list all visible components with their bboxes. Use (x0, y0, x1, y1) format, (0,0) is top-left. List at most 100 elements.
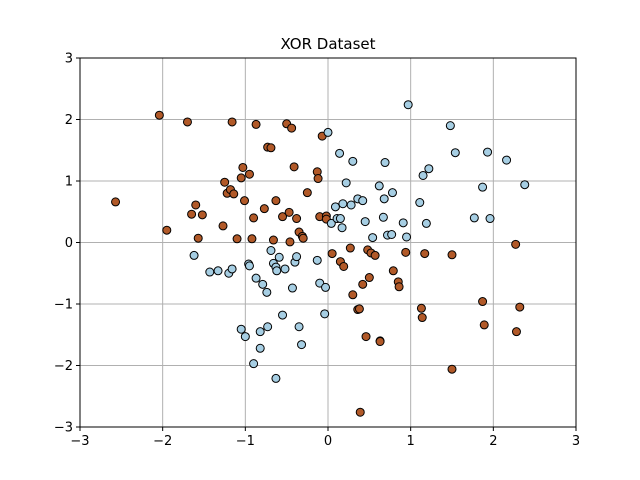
point-blue-class (358, 196, 368, 206)
point-blue-class (320, 309, 330, 319)
point-brown-class (240, 196, 250, 206)
point-blue-class (335, 148, 345, 158)
point-brown-class (420, 249, 430, 259)
point-blue-class (249, 359, 259, 369)
point-brown-class (394, 282, 404, 292)
point-blue-class (360, 217, 370, 227)
x-tick-label: −2 (153, 434, 172, 449)
chart-title: XOR Dataset (280, 35, 375, 53)
point-blue-class (380, 158, 390, 168)
point-blue-class (213, 266, 223, 276)
point-brown-class (447, 364, 457, 374)
y-tick-label: −1 (54, 298, 73, 313)
point-blue-class (294, 322, 304, 332)
point-blue-class (478, 182, 488, 192)
point-blue-class (205, 267, 215, 277)
point-brown-class (227, 117, 237, 127)
x-tick-label: 1 (407, 434, 415, 449)
point-brown-class (220, 177, 230, 187)
point-brown-class (361, 332, 371, 342)
x-tick-label: −3 (70, 434, 89, 449)
point-blue-class (445, 121, 455, 131)
point-brown-class (182, 117, 192, 127)
point-brown-class (298, 233, 308, 243)
point-brown-class (271, 196, 281, 206)
point-blue-class (274, 252, 284, 262)
point-brown-class (268, 235, 278, 245)
point-blue-class (483, 147, 493, 157)
point-brown-class (348, 290, 358, 300)
point-brown-class (447, 250, 457, 260)
point-brown-class (218, 221, 228, 231)
point-blue-class (263, 322, 273, 332)
point-blue-class (348, 156, 358, 166)
point-blue-class (424, 164, 434, 174)
point-blue-class (402, 232, 412, 242)
point-brown-class (416, 303, 426, 313)
point-brown-class (162, 225, 172, 235)
point-blue-class (251, 273, 261, 283)
point-brown-class (354, 304, 364, 314)
y-tick-label: 0 (65, 236, 73, 251)
point-brown-class (327, 249, 337, 259)
point-blue-class (255, 343, 265, 353)
point-blue-class (326, 218, 336, 228)
point-brown-class (111, 197, 121, 207)
point-brown-class (345, 243, 355, 253)
point-blue-class (262, 287, 272, 297)
point-blue-class (244, 261, 254, 271)
point-blue-class (368, 233, 378, 243)
point-blue-class (374, 181, 384, 191)
point-blue-class (189, 250, 199, 260)
point-blue-class (287, 283, 297, 293)
point-brown-class (187, 209, 197, 219)
point-blue-class (403, 100, 413, 110)
point-brown-class (313, 174, 323, 184)
point-brown-class (236, 173, 246, 183)
point-brown-class (249, 213, 259, 223)
point-blue-class (418, 170, 428, 180)
point-brown-class (244, 169, 254, 179)
point-brown-class (238, 162, 248, 172)
point-brown-class (193, 233, 203, 243)
point-blue-class (450, 148, 460, 158)
y-tick-label: −3 (54, 421, 73, 436)
point-brown-class (154, 110, 164, 120)
point-blue-class (378, 212, 388, 222)
point-blue-class (240, 332, 250, 342)
point-blue-class (415, 198, 425, 208)
point-blue-class (272, 266, 282, 276)
point-blue-class (278, 310, 288, 320)
axis-ticks: −3 −2 −1 0 1 2 3 −3 −2 −1 0 1 2 3 (54, 52, 580, 450)
point-brown-class (266, 143, 276, 153)
point-blue-class (258, 279, 268, 289)
point-brown-class (287, 123, 297, 133)
y-tick-label: 2 (65, 113, 73, 128)
point-brown-class (358, 279, 368, 289)
point-brown-class (278, 212, 288, 222)
point-brown-class (302, 188, 312, 198)
point-brown-class (285, 237, 295, 247)
point-blue-class (520, 180, 530, 190)
point-blue-class (387, 188, 397, 198)
point-blue-class (338, 199, 348, 209)
point-brown-class (259, 204, 269, 214)
point-blue-class (255, 327, 265, 337)
x-tick-label: 0 (324, 434, 332, 449)
point-brown-class (191, 200, 201, 210)
point-blue-class (502, 155, 512, 165)
point-blue-class (379, 194, 389, 204)
y-tick-label: 1 (65, 175, 73, 190)
point-brown-class (197, 210, 207, 220)
point-blue-class (421, 218, 431, 228)
point-brown-class (251, 119, 261, 129)
point-brown-class (229, 189, 239, 199)
point-brown-class (232, 234, 242, 244)
x-tick-label: 3 (572, 434, 580, 449)
point-brown-class (515, 302, 525, 312)
point-brown-class (401, 247, 411, 257)
point-blue-class (398, 218, 408, 228)
point-blue-class (337, 223, 347, 233)
point-brown-class (388, 266, 398, 276)
point-blue-class (330, 202, 340, 212)
